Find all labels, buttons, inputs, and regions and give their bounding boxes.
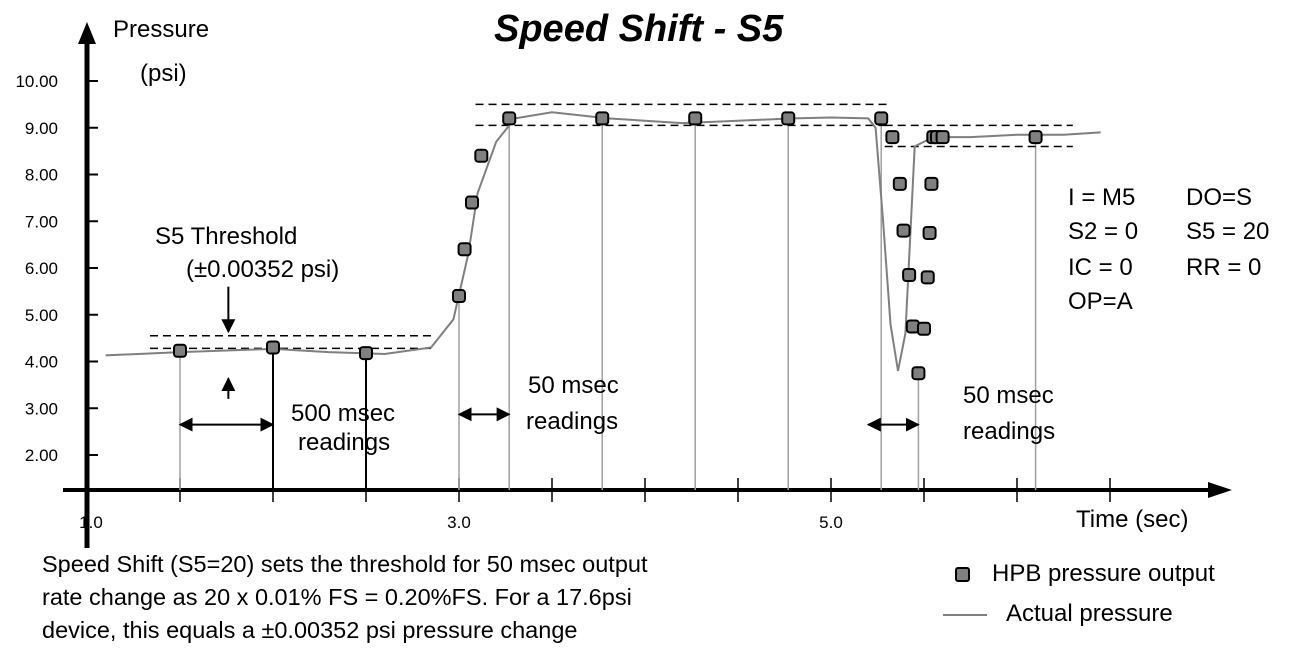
x-tick-label: 5.0 — [819, 513, 843, 532]
legend-entry-line: Actual pressure — [943, 600, 1173, 628]
fast-interval-label-1: 50 msec — [528, 372, 619, 399]
x-axis-label: Time (sec) — [1076, 506, 1189, 533]
caption-line-1: Speed Shift (S5=20) sets the threshold f… — [42, 551, 648, 577]
x-tick-label: 3.0 — [447, 513, 471, 532]
pressure-output-marker — [465, 195, 480, 210]
pressure-output-marker — [896, 223, 911, 238]
pressure-output-marker — [911, 366, 926, 381]
setting-s2: S2 = 0 — [1068, 218, 1139, 245]
setting-s5: S5 = 20 — [1186, 218, 1270, 245]
legend-line-swatch — [943, 613, 987, 616]
setting-input-mode: I = M5 — [1068, 184, 1136, 211]
pressure-output-marker — [902, 268, 917, 283]
pressure-output-marker — [885, 130, 900, 145]
y-axis-label-line2: (psi) — [140, 60, 187, 87]
fast-interval-label-4: readings — [963, 418, 1056, 445]
setting-ic: IC = 0 — [1068, 254, 1133, 281]
pressure-output-marker — [266, 340, 280, 355]
y-tick-label: 7.00 — [25, 212, 58, 231]
pressure-output-marker — [359, 346, 373, 361]
setting-rr: RR = 0 — [1186, 254, 1262, 281]
legend-label-line: Actual pressure — [1006, 600, 1173, 627]
pressure-output-marker — [452, 289, 466, 304]
setting-op: OP=A — [1068, 288, 1133, 315]
pressure-output-marker — [935, 130, 950, 145]
pressure-output-marker — [781, 111, 796, 126]
pressure-output-marker — [1028, 130, 1043, 145]
y-tick-label: 8.00 — [25, 166, 58, 185]
pressure-output-marker — [457, 242, 472, 257]
pressure-output-marker — [874, 111, 889, 126]
pressure-output-marker — [474, 148, 489, 163]
pressure-output-marker — [917, 321, 931, 336]
actual-pressure-line — [105, 111, 1101, 372]
pressure-output-marker — [595, 111, 610, 126]
legend-label-markers: HPB pressure output — [992, 560, 1215, 587]
y-tick-label: 3.00 — [25, 399, 58, 418]
pressure-output-marker — [922, 225, 937, 240]
pressure-output-marker — [173, 343, 187, 358]
y-tick-label: 5.00 — [25, 306, 58, 325]
pressure-output-marker — [924, 176, 939, 191]
legend-marker-swatch — [955, 567, 970, 583]
caption-line-3: device, this equals a ±0.00352 psi press… — [42, 617, 578, 643]
slow-interval-label-1: 500 msec — [291, 400, 396, 427]
x-axis-arrowhead — [1208, 482, 1232, 498]
y-axis-label-line1: Pressure — [113, 16, 210, 43]
y-tick-label: 9.00 — [25, 119, 58, 138]
chart-title: Speed Shift - S5 — [494, 8, 784, 50]
fast-interval-label-3: 50 msec — [963, 382, 1054, 409]
y-tick-label: 2.00 — [25, 446, 58, 465]
pressure-output-marker — [502, 111, 517, 126]
caption: Speed Shift (S5=20) sets the threshold f… — [42, 548, 647, 647]
pressure-output-marker — [920, 270, 935, 285]
fast-interval-label-2: readings — [526, 408, 619, 435]
caption-line-2: rate change as 20 x 0.01% FS = 0.20%FS. … — [42, 584, 632, 610]
y-tick-label: 10.00 — [15, 72, 58, 91]
y-tick-label: 6.00 — [25, 259, 58, 278]
x-tick-label: 1.0 — [79, 513, 103, 532]
pressure-output-marker — [892, 176, 907, 191]
slow-interval-label-2: readings — [298, 429, 391, 456]
y-tick-label: 4.00 — [25, 353, 58, 372]
threshold-value: (±0.00352 psi) — [186, 256, 340, 283]
setting-output-mode: DO=S — [1186, 184, 1253, 211]
pressure-output-marker — [688, 111, 703, 126]
threshold-title: S5 Threshold — [155, 223, 298, 250]
legend-entry-markers: HPB pressure output — [955, 560, 1215, 588]
y-axis-arrowhead — [78, 22, 96, 44]
